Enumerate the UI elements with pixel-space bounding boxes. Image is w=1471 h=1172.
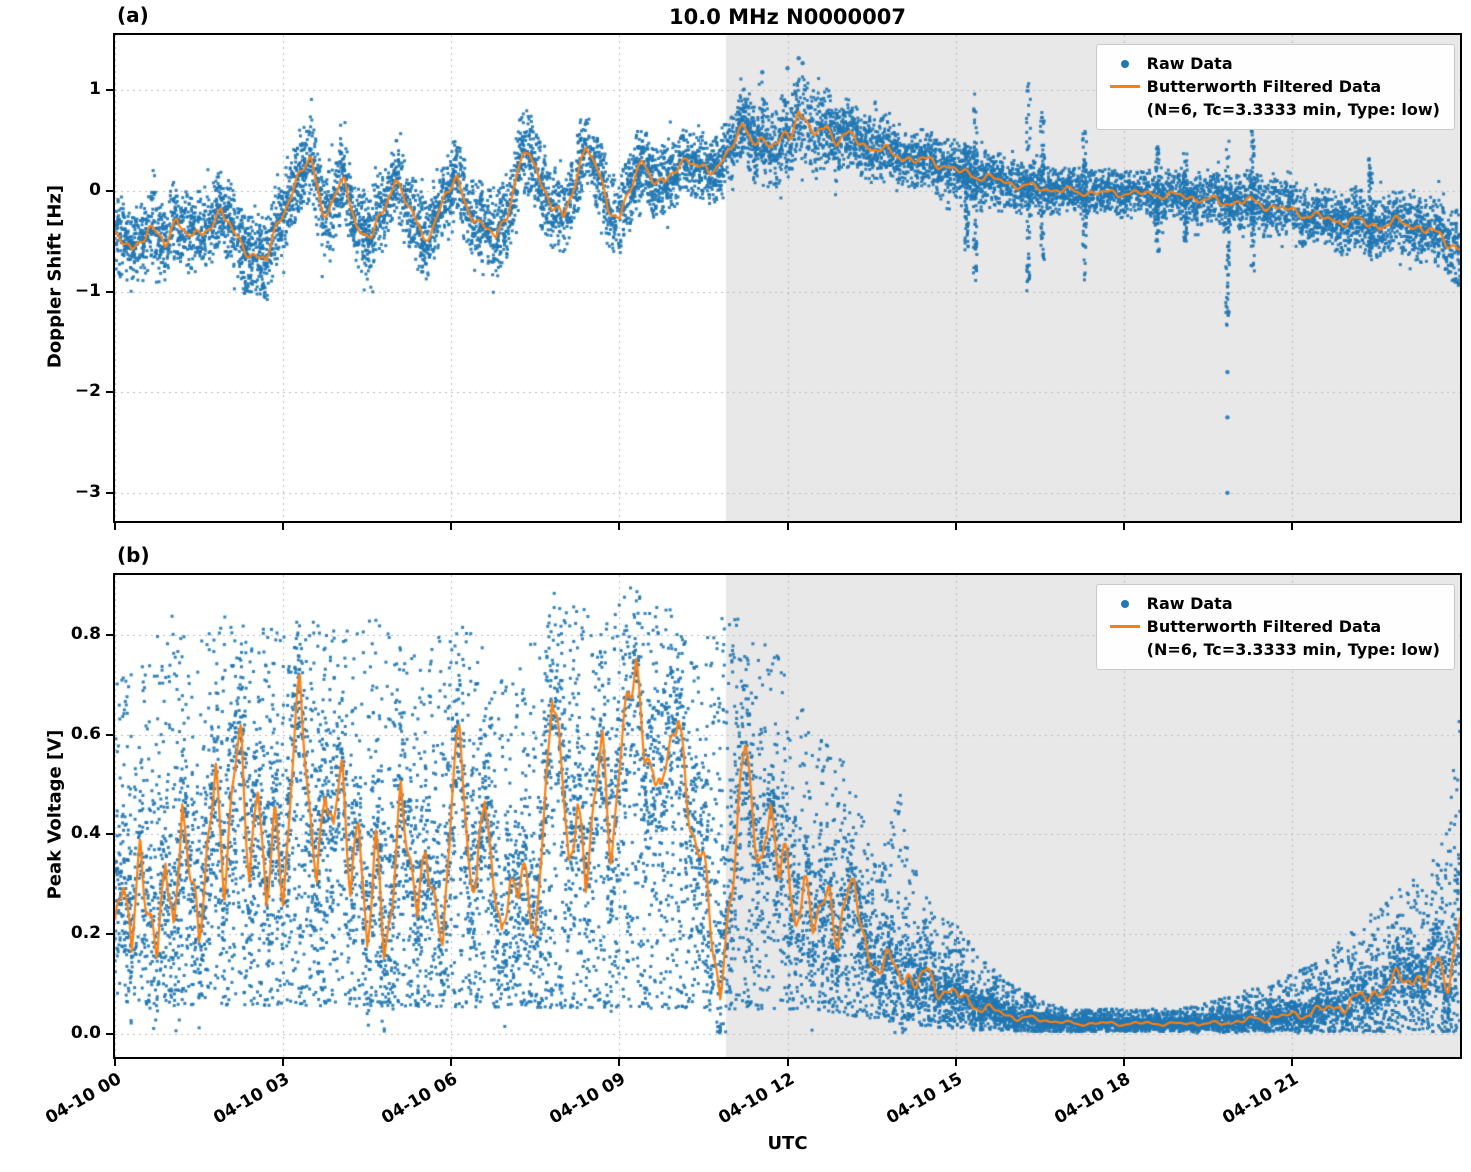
x-tick-label: 04-10 09 — [546, 1069, 630, 1129]
legend-raw-row: Raw Data — [1103, 52, 1440, 75]
y-tick-label: 0.6 — [70, 723, 101, 744]
x-tick-mark — [786, 523, 789, 530]
y-tick-mark — [106, 733, 113, 736]
x-tick-mark — [282, 523, 285, 530]
legend-filtered-params-row: (N=6, Tc=3.3333 min, Type: low) — [1103, 98, 1440, 121]
y-tick-label: 0.4 — [70, 823, 101, 844]
x-tick-mark — [450, 523, 453, 530]
y-tick-label: −1 — [74, 280, 101, 301]
y-tick-label: 0.0 — [70, 1023, 101, 1044]
x-tick-mark — [954, 523, 957, 530]
panel-b-label: (b) — [117, 543, 150, 567]
y-tick-mark — [106, 1033, 113, 1036]
x-tick-mark — [1290, 1059, 1293, 1066]
y-tick-label: 0.8 — [70, 623, 101, 644]
legend-filtered-params: (N=6, Tc=3.3333 min, Type: low) — [1146, 640, 1440, 660]
legend-filtered-row: Butterworth Filtered Data — [1103, 615, 1440, 638]
y-tick-mark — [106, 933, 113, 936]
x-tick-mark — [1122, 1059, 1125, 1066]
y-tick-label: 1 — [89, 79, 101, 100]
legend-raw-row: Raw Data — [1103, 592, 1440, 615]
x-tick-label: 04-10 15 — [882, 1069, 966, 1129]
raw-data-dot-marker — [1103, 599, 1147, 608]
y-tick-label: −3 — [74, 481, 101, 502]
x-axis-label: UTC — [767, 1133, 808, 1154]
x-tick-label: 04-10 00 — [42, 1069, 125, 1129]
y-tick-mark — [106, 491, 113, 494]
y-tick-mark — [106, 833, 113, 836]
panel-a-legend: Raw Data Butterworth Filtered Data (N=6,… — [1095, 44, 1455, 130]
legend-filtered-row: Butterworth Filtered Data — [1103, 75, 1440, 98]
x-tick-mark — [114, 523, 116, 530]
chart-title: 10.0 MHz N0000007 — [669, 5, 906, 29]
x-tick-mark — [450, 1059, 453, 1066]
legend-filtered-params-row: (N=6, Tc=3.3333 min, Type: low) — [1103, 638, 1440, 661]
legend-filtered-params: (N=6, Tc=3.3333 min, Type: low) — [1146, 100, 1440, 120]
x-tick-mark — [282, 1059, 285, 1066]
y-tick-mark — [106, 189, 113, 192]
x-tick-label: 04-10 06 — [378, 1069, 462, 1129]
filtered-line-marker — [1103, 85, 1147, 89]
filtered-line-marker — [1103, 625, 1147, 629]
y-tick-mark — [106, 290, 113, 293]
panel-b-legend: Raw Data Butterworth Filtered Data (N=6,… — [1095, 584, 1455, 670]
y-tick-mark — [106, 391, 113, 394]
legend-raw-label: Raw Data — [1146, 594, 1233, 613]
x-tick-mark — [786, 1059, 789, 1066]
panel-a-y-axis-label: Doppler Shift [Hz] — [44, 184, 66, 369]
y-tick-mark — [106, 89, 113, 92]
x-tick-label: 04-10 12 — [714, 1069, 798, 1129]
x-tick-label: 04-10 18 — [1051, 1069, 1134, 1129]
x-tick-mark — [618, 523, 621, 530]
raw-data-dot-marker — [1103, 59, 1147, 68]
x-tick-mark — [1290, 523, 1293, 530]
y-tick-label: 0 — [89, 179, 101, 200]
panel-b-y-axis-label: Peak Voltage [V] — [44, 729, 66, 900]
legend-filtered-label: Butterworth Filtered Data — [1146, 77, 1382, 97]
x-tick-label: 04-10 03 — [210, 1069, 294, 1129]
legend-raw-label: Raw Data — [1146, 54, 1233, 73]
x-tick-label: 04-10 21 — [1219, 1069, 1302, 1129]
x-tick-mark — [954, 1059, 957, 1066]
y-tick-mark — [106, 633, 113, 636]
y-tick-label: −2 — [74, 381, 101, 402]
panel-a-label: (a) — [117, 3, 149, 27]
x-tick-mark — [1122, 523, 1125, 530]
legend-filtered-label: Butterworth Filtered Data — [1146, 617, 1382, 637]
y-tick-label: 0.2 — [70, 923, 101, 944]
x-tick-mark — [618, 1059, 621, 1066]
x-tick-mark — [114, 1059, 116, 1066]
